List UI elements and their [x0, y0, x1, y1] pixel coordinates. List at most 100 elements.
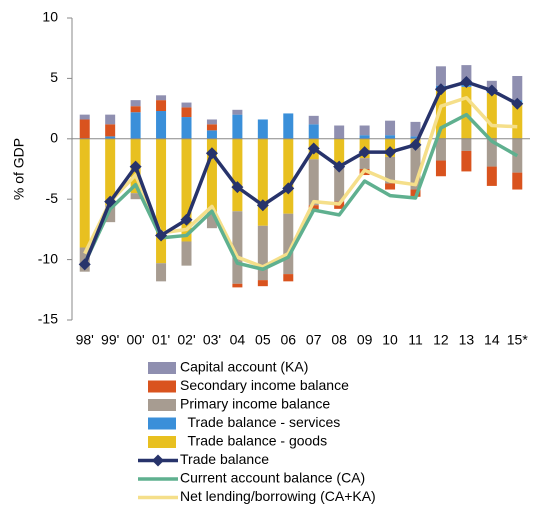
bar — [410, 136, 421, 139]
bar — [156, 111, 167, 139]
marker — [307, 142, 320, 155]
bar — [334, 125, 345, 139]
x-tick-label: 01' — [152, 332, 170, 348]
bar — [79, 119, 90, 139]
y-tick-label: 10 — [42, 9, 58, 25]
marker — [231, 181, 244, 194]
bar — [410, 121, 421, 137]
x-tick-label: 09 — [357, 332, 373, 348]
bar — [385, 156, 396, 184]
legend-swatch — [148, 417, 176, 430]
legend-label: Secondary income balance — [180, 377, 349, 393]
bar — [130, 100, 141, 107]
bar — [435, 138, 446, 161]
bar — [257, 138, 268, 226]
bar — [385, 183, 396, 190]
bar — [130, 106, 141, 113]
bar — [512, 75, 523, 101]
bar — [486, 92, 497, 139]
bar — [105, 124, 116, 137]
x-tick-label: 05 — [255, 332, 271, 348]
bar — [435, 90, 446, 139]
x-tick-label: 13 — [459, 332, 475, 348]
bar — [359, 135, 370, 139]
bar — [385, 135, 396, 139]
bar — [257, 119, 268, 139]
bar — [232, 114, 243, 139]
line — [83, 112, 519, 272]
marker — [434, 83, 447, 96]
bar — [308, 115, 319, 125]
marker — [460, 76, 473, 89]
bar — [206, 124, 217, 131]
marker — [180, 213, 193, 226]
x-tick-label: 08 — [331, 332, 347, 348]
legend-label: Current account balance (CA) — [180, 470, 365, 486]
x-tick-label: 14 — [484, 332, 500, 348]
x-tick-label: 02' — [177, 332, 195, 348]
bar — [156, 263, 167, 282]
bar — [512, 102, 523, 139]
bar — [206, 130, 217, 139]
bar — [257, 280, 268, 287]
marker — [358, 146, 371, 159]
bar — [156, 138, 167, 264]
x-tick-label: 03' — [203, 332, 221, 348]
marker — [205, 147, 218, 160]
bar — [512, 172, 523, 190]
marker — [511, 97, 524, 110]
legend-label: Primary income balance — [180, 396, 330, 412]
legend-label: Capital account (KA) — [180, 359, 308, 375]
bar — [283, 213, 294, 275]
legend-label: Trade balance - services — [180, 414, 340, 430]
marker — [409, 138, 422, 151]
y-tick-label: -10 — [38, 250, 58, 266]
bar — [435, 160, 446, 177]
bar — [181, 241, 192, 266]
marker — [78, 258, 91, 271]
legend-label: Trade balance - goods — [180, 433, 327, 449]
bar — [206, 211, 217, 229]
marker — [129, 160, 142, 173]
legend-label: Net lending/borrowing (CA+KA) — [180, 488, 376, 504]
legend-label: Trade balance — [180, 451, 269, 467]
bar — [181, 107, 192, 118]
bar — [206, 119, 217, 125]
bar — [359, 125, 370, 136]
x-tick-label: 06 — [280, 332, 296, 348]
marker — [485, 84, 498, 97]
bar — [181, 102, 192, 108]
marker — [104, 195, 117, 208]
bar — [232, 138, 243, 212]
x-tick-label: 12 — [433, 332, 449, 348]
legend-swatch — [148, 380, 176, 393]
bar — [461, 65, 472, 81]
bar — [257, 225, 268, 281]
y-tick-label: -5 — [46, 190, 59, 206]
bar — [181, 138, 192, 242]
bar — [105, 205, 116, 223]
bar — [385, 120, 396, 136]
bar — [461, 138, 472, 151]
bar — [232, 283, 243, 288]
bar — [486, 166, 497, 186]
marker — [155, 229, 168, 242]
bar — [461, 86, 472, 139]
bar — [79, 114, 90, 120]
marker — [384, 146, 397, 159]
bar — [308, 205, 319, 212]
legend-swatch — [148, 436, 176, 448]
marker — [256, 199, 269, 212]
bar — [156, 95, 167, 101]
bar — [283, 138, 294, 214]
legend-marker — [152, 454, 164, 467]
bar — [232, 109, 243, 115]
y-tick-label: 0 — [50, 130, 58, 146]
y-tick-label: -15 — [38, 311, 58, 327]
bar — [105, 114, 116, 125]
bar — [181, 117, 192, 139]
bar — [283, 274, 294, 282]
bar — [105, 138, 116, 206]
marker — [333, 160, 346, 173]
